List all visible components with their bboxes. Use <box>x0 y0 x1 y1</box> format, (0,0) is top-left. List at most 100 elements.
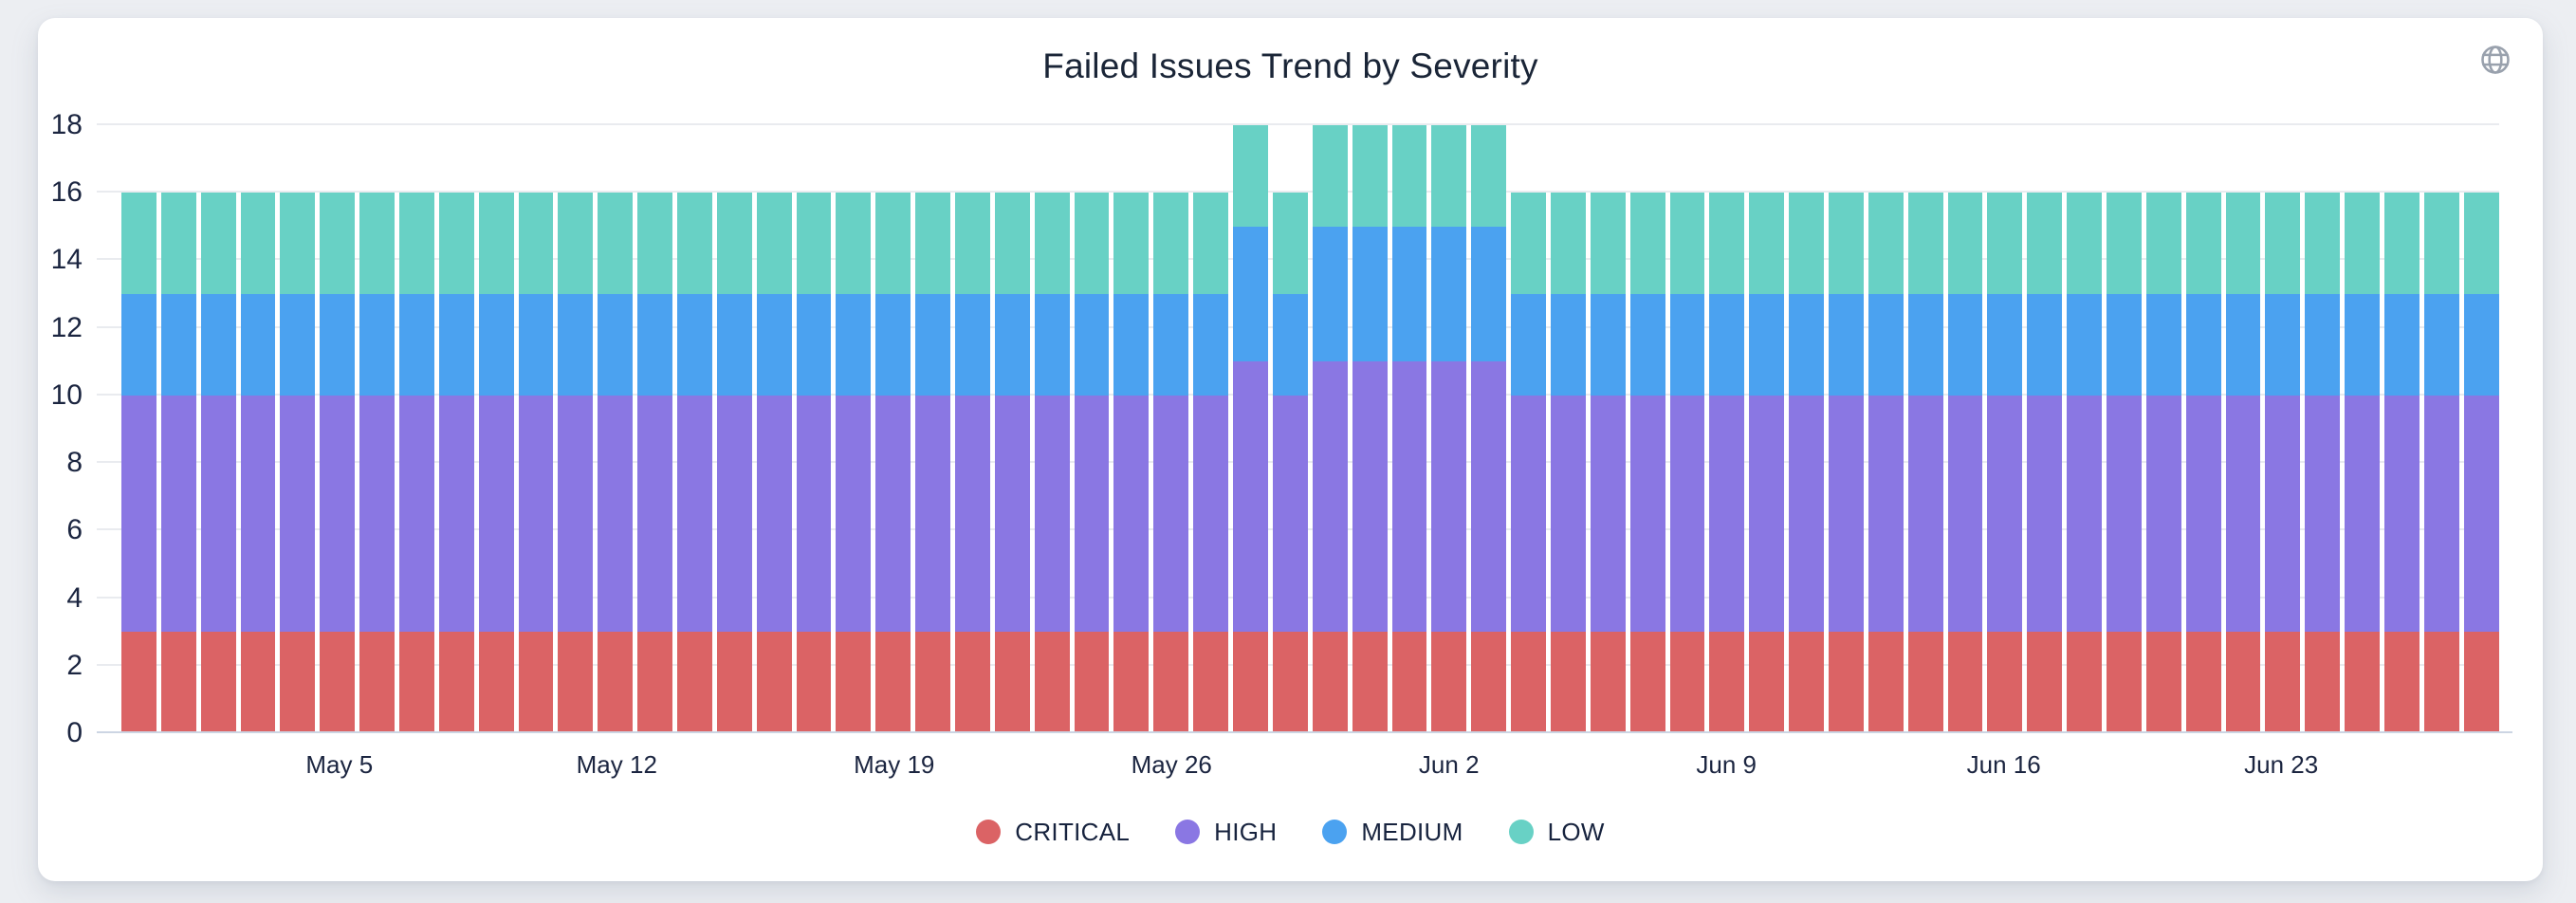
bar-segment-critical <box>2345 632 2380 733</box>
bar <box>2265 125 2301 733</box>
bar-segment-medium <box>875 294 911 396</box>
bar-segment-low <box>478 193 514 295</box>
legend-dot <box>1175 820 1201 844</box>
bar <box>399 125 434 733</box>
bar-segment-medium <box>716 294 752 396</box>
legend-item-low[interactable]: LOW <box>1508 820 1605 844</box>
bar-segment-medium <box>1749 294 1785 396</box>
bar <box>2463 125 2499 733</box>
bar-segment-high <box>2345 395 2380 633</box>
bar-segment-critical <box>1034 632 1070 733</box>
bar-segment-low <box>518 193 554 295</box>
x-axis-tick-label: Jun 16 <box>1966 750 2041 779</box>
bar-segment-critical <box>955 632 990 733</box>
bar-segment-high <box>2463 395 2499 633</box>
bar-segment-low <box>1907 193 1943 295</box>
bar-segment-critical <box>1074 632 1110 733</box>
x-axis-tick-label: May 12 <box>576 750 657 779</box>
bar-segment-critical <box>280 632 316 733</box>
x-axis-tick-label: May 26 <box>1131 750 1212 779</box>
bar <box>677 125 712 733</box>
legend: CRITICAL HIGH MEDIUM LOW <box>38 820 2543 844</box>
y-axis-tick-label: 2 <box>66 649 83 681</box>
legend-item-medium[interactable]: MEDIUM <box>1322 820 1463 844</box>
bar-segment-high <box>836 395 872 633</box>
bar-segment-critical <box>915 632 951 733</box>
gridline <box>97 123 2499 125</box>
bar-segment-critical <box>438 632 474 733</box>
bar-segment-medium <box>2265 294 2301 396</box>
bar-segment-critical <box>1193 632 1229 733</box>
x-axis-tick-label: May 5 <box>305 750 374 779</box>
bar-segment-high <box>1789 395 1824 633</box>
globe-button[interactable] <box>2475 39 2516 81</box>
x-axis-line <box>97 731 2512 733</box>
bar-segment-medium <box>1074 294 1110 396</box>
y-axis-tick-label: 4 <box>66 581 83 614</box>
bar <box>1629 125 1665 733</box>
legend-item-critical[interactable]: CRITICAL <box>976 820 1130 844</box>
bar-segment-high <box>2265 395 2301 633</box>
bar-segment-critical <box>836 632 872 733</box>
bar-segment-critical <box>677 632 712 733</box>
bar <box>2106 125 2142 733</box>
bar-segment-critical <box>598 632 634 733</box>
legend-dot <box>976 820 1002 844</box>
bar-segment-medium <box>1034 294 1070 396</box>
bar <box>1669 125 1705 733</box>
bar-segment-high <box>2383 395 2420 633</box>
bar-segment-critical <box>1907 632 1943 733</box>
bar-segment-low <box>637 193 673 295</box>
bar <box>240 125 276 733</box>
bar-segment-critical <box>2027 632 2063 733</box>
bar-segment-critical <box>1113 632 1150 733</box>
bar-segment-low <box>240 193 276 295</box>
bar-segment-low <box>558 193 594 295</box>
bar-segment-high <box>1431 361 1467 633</box>
bar <box>716 125 752 733</box>
y-axis-tick-label: 14 <box>50 244 83 276</box>
bar <box>1352 125 1388 733</box>
bar-segment-low <box>2383 193 2420 295</box>
bar <box>598 125 634 733</box>
bar <box>836 125 872 733</box>
legend-item-high[interactable]: HIGH <box>1175 820 1277 844</box>
bar <box>2145 125 2181 733</box>
bar-segment-low <box>1789 193 1824 295</box>
bar-segment-low <box>2265 193 2301 295</box>
bar-segment-high <box>1312 361 1348 633</box>
bar-segment-critical <box>1233 632 1268 733</box>
bar-segment-low <box>1629 193 1665 295</box>
bar-segment-medium <box>1629 294 1665 396</box>
y-axis-tick-label: 6 <box>66 514 83 546</box>
bar-segment-critical <box>200 632 236 733</box>
bar-segment-medium <box>558 294 594 396</box>
bar-segment-critical <box>1709 632 1745 733</box>
bar <box>518 125 554 733</box>
bar <box>359 125 396 733</box>
bar-segment-critical <box>994 632 1030 733</box>
bar <box>1471 125 1507 733</box>
bar-segment-high <box>1749 395 1785 633</box>
bar-segment-low <box>2067 193 2102 295</box>
bar-segment-high <box>2185 395 2221 633</box>
y-axis-tick-label: 18 <box>50 109 83 140</box>
x-axis-tick-label: May 19 <box>854 750 935 779</box>
bar-segment-low <box>1233 125 1268 227</box>
bar-segment-medium <box>1907 294 1943 396</box>
bar <box>1828 125 1864 733</box>
bar-segment-high <box>478 395 514 633</box>
bar <box>1987 125 2023 733</box>
bar-segment-low <box>1471 125 1507 227</box>
bar-segment-critical <box>1312 632 1348 733</box>
bar-segment-high <box>2106 395 2142 633</box>
bar-segment-low <box>1828 193 1864 295</box>
bar-segment-critical <box>2305 632 2341 733</box>
bar-segment-low <box>1987 193 2023 295</box>
bar <box>2383 125 2420 733</box>
bar-segment-low <box>1709 193 1745 295</box>
chart-card: Failed Issues Trend by Severity 0 2 4 6 8 10 1… <box>38 18 2543 881</box>
bar-segment-medium <box>121 294 156 396</box>
bar-segment-critical <box>1828 632 1864 733</box>
bar-segment-critical <box>1391 632 1427 733</box>
